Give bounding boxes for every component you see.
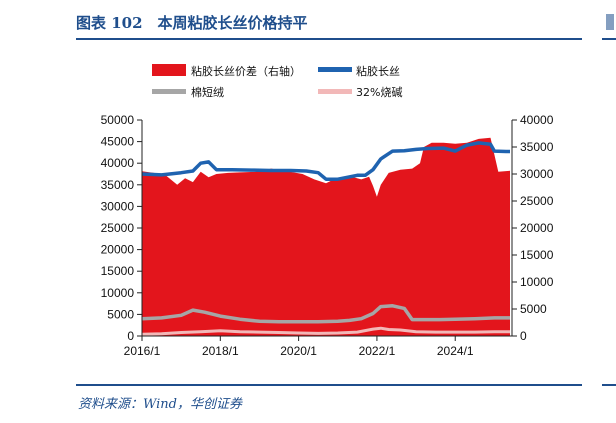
left-tick-label: 25000 [101, 221, 135, 235]
legend: 粘胶长丝价差（右轴） 粘胶长丝 棉短绒 32%烧碱 [152, 64, 402, 99]
left-tick-label: 5000 [107, 307, 134, 321]
legend-label-cotton: 棉短绒 [191, 85, 224, 99]
right-tick-label: 40000 [520, 113, 554, 127]
x-tick-label: 2024/1 [437, 344, 474, 358]
plot-group [141, 137, 510, 336]
series-line-caustic [141, 326, 510, 336]
right-tick-label: 20000 [520, 221, 554, 235]
x-tick-label: 2020/1 [280, 344, 317, 358]
left-tick-label: 35000 [101, 178, 135, 192]
legend-label-spread: 粘胶长丝价差（右轴） [191, 64, 301, 78]
left-tick-label: 50000 [101, 113, 135, 127]
series-line-cotton [141, 304, 510, 324]
right-tick-label: 30000 [520, 167, 554, 181]
right-tick-label: 35000 [520, 140, 554, 154]
x-tick-label: 2022/1 [359, 344, 396, 358]
legend-swatch-cotton [152, 89, 186, 94]
x-tick-label: 2018/1 [202, 344, 239, 358]
chart-header: 图表 102 本周粘胶长丝价格持平 [76, 8, 582, 40]
axes-group: 0 5000 10000 15000 20000 25000 30000 35000 40000… [101, 113, 554, 358]
chart-title: 图表 102 本周粘胶长丝价格持平 [76, 14, 308, 32]
right-tick-label: 0 [520, 329, 527, 343]
adjacent-footer-rule [602, 384, 616, 386]
left-tick-label: 0 [127, 329, 134, 343]
series-line-viscose [141, 141, 510, 181]
legend-swatch-spread [152, 64, 186, 76]
footer-rule [76, 384, 582, 386]
source-note: 资料来源：Wind，华创证券 [78, 397, 242, 412]
x-tick-label: 2016/1 [124, 344, 161, 358]
right-tick-label: 15000 [520, 248, 554, 262]
adjacent-header-rule [602, 8, 616, 40]
right-tick-label: 5000 [520, 302, 547, 316]
left-tick-label: 15000 [101, 264, 135, 278]
left-tick-label: 10000 [101, 286, 135, 300]
left-tick-label: 45000 [101, 135, 135, 149]
left-tick-label: 40000 [101, 156, 135, 170]
adjacent-header-mark [606, 14, 614, 30]
legend-swatch-viscose [318, 67, 352, 72]
left-tick-label: 30000 [101, 199, 135, 213]
legend-label-caustic: 32%烧碱 [356, 86, 402, 99]
right-tick-label: 25000 [520, 194, 554, 208]
series-area-spread [142, 137, 510, 336]
left-tick-label: 20000 [101, 243, 135, 257]
legend-label-viscose: 粘胶长丝 [356, 64, 400, 78]
right-tick-label: 10000 [520, 275, 554, 289]
legend-swatch-caustic [318, 89, 352, 94]
